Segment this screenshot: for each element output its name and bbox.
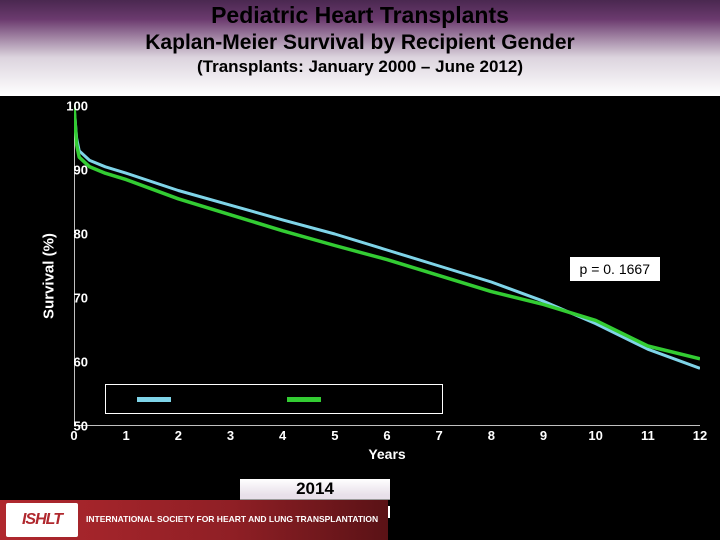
p-value-box: p = 0. 1667: [569, 256, 661, 282]
footer: 2014 JHLT. 2014 Oct; 33(10): 985-995 ISH…: [0, 482, 720, 540]
y-tick: 80: [48, 227, 88, 242]
series-male: [74, 106, 700, 368]
x-tick: 9: [540, 428, 547, 443]
x-tick: 5: [331, 428, 338, 443]
logo-initials: ISHLT: [6, 503, 78, 537]
x-tick: 3: [227, 428, 234, 443]
x-tick: 0: [70, 428, 77, 443]
y-axis-label: Survival (%): [40, 233, 57, 319]
x-tick: 1: [123, 428, 130, 443]
year-badge: 2014: [240, 479, 390, 500]
y-tick: 50: [48, 419, 88, 434]
logo-fulltext: INTERNATIONAL SOCIETY FOR HEART AND LUNG…: [86, 515, 378, 524]
title-subtitle: Kaplan-Meier Survival by Recipient Gende…: [0, 31, 720, 55]
x-tick: 10: [588, 428, 602, 443]
survival-chart: Survival (%) Years 506070809010001234567…: [0, 96, 720, 456]
title-note: (Transplants: January 2000 – June 2012): [0, 57, 720, 77]
header-band: Pediatric Heart Transplants Kaplan-Meier…: [0, 0, 720, 96]
y-tick: 60: [48, 355, 88, 370]
x-tick: 6: [383, 428, 390, 443]
y-tick: 70: [48, 291, 88, 306]
x-tick: 2: [175, 428, 182, 443]
logo-band: ISHLT INTERNATIONAL SOCIETY FOR HEART AN…: [0, 500, 388, 540]
x-tick: 12: [693, 428, 707, 443]
legend-swatch: [137, 397, 171, 402]
x-tick: 7: [436, 428, 443, 443]
legend-swatch: [287, 397, 321, 402]
x-tick: 8: [488, 428, 495, 443]
x-tick: 11: [641, 428, 655, 443]
title-main: Pediatric Heart Transplants: [0, 2, 720, 29]
x-axis-label: Years: [368, 446, 405, 462]
y-tick: 100: [48, 99, 88, 114]
y-tick: 90: [48, 163, 88, 178]
series-female: [74, 106, 700, 359]
x-tick: 4: [279, 428, 286, 443]
